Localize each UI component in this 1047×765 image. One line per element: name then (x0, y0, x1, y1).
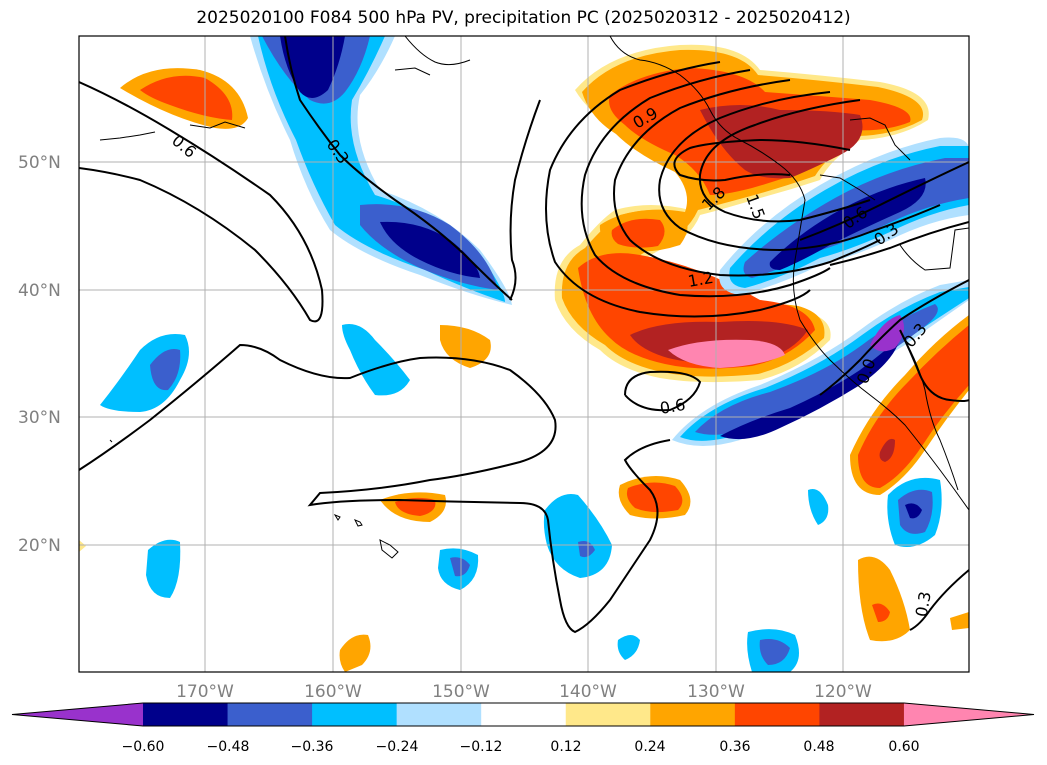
colorbar-segment (312, 703, 398, 726)
colorbar-segment (903, 703, 1034, 726)
lon-label: 120°W (814, 682, 872, 702)
colorbar-tick-label: −0.36 (291, 739, 334, 755)
pv-contours (79, 36, 969, 634)
colorbar-outline (11, 702, 1035, 727)
colorbar-tick-label: −0.60 (122, 739, 165, 755)
contour-label: 0.6 (658, 395, 686, 418)
colorbar-segment (12, 703, 143, 726)
colorbar-tick-label: 0.60 (888, 739, 919, 755)
colorbar-tick-label: −0.12 (460, 739, 503, 755)
colorbar-labels: −0.60 −0.48 −0.36 −0.24 −0.12 0.12 0.24 … (122, 739, 920, 755)
lat-label: 30°N (18, 408, 61, 428)
longitude-labels: 170°W 160°W 150°W 140°W 130°W 120°W (176, 682, 872, 702)
colorbar-tick-label: 0.24 (634, 739, 665, 755)
latitude-labels: 50°N 40°N 30°N 20°N (18, 153, 61, 556)
colorbar-tick-label: 0.12 (550, 739, 581, 755)
colorbar-segment (481, 703, 567, 726)
colorbar-segment (734, 703, 820, 726)
map-frame (78, 35, 970, 673)
contour-label: 0.3 (912, 590, 935, 618)
colorbar-tick-label: −0.48 (207, 739, 250, 755)
colorbar-tick-label: −0.24 (376, 739, 419, 755)
colorbar-segment (819, 703, 905, 726)
lon-label: 160°W (304, 682, 362, 702)
lon-label: 140°W (559, 682, 617, 702)
lon-label: 130°W (687, 682, 745, 702)
coastlines (99, 36, 969, 559)
map-title: 2025020100 F084 500 hPa PV, precipitatio… (196, 8, 851, 28)
graticule (79, 36, 969, 672)
lon-label: 170°W (176, 682, 234, 702)
colorbar-tick-label: 0.36 (719, 739, 750, 755)
colorbar-segment (396, 703, 482, 726)
lat-label: 50°N (18, 153, 61, 173)
colorbar-segment (565, 703, 651, 726)
contour-label: 1.2 (686, 268, 714, 291)
map-panel (79, 36, 969, 672)
lat-label: 40°N (18, 281, 61, 301)
colorbar (11, 702, 1035, 727)
colorbar-segment (227, 703, 313, 726)
colorbar-segment (650, 703, 736, 726)
colorbar-tick-label: 0.48 (803, 739, 834, 755)
lon-label: 150°W (432, 682, 490, 702)
lat-label: 20°N (18, 536, 61, 556)
colorbar-segment (143, 703, 229, 726)
